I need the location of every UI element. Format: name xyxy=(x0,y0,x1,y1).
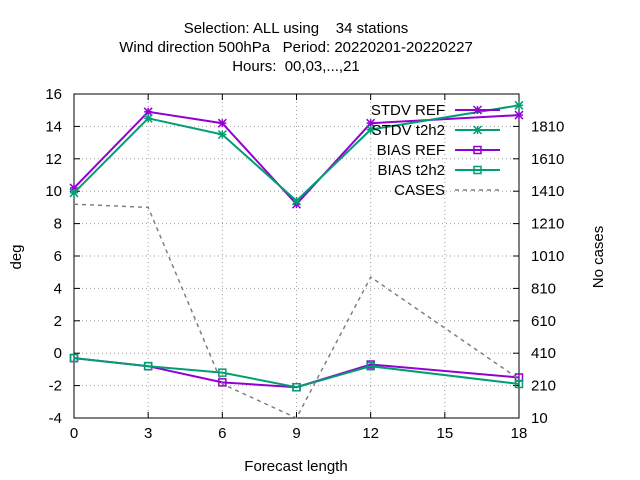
marker-stroke xyxy=(366,125,376,135)
data-point xyxy=(217,129,227,140)
chart-title-line-2: Wind direction 500hPa Period: 20220201-2… xyxy=(119,39,473,56)
y2-tick-label: 1410 xyxy=(531,183,564,200)
legend-marker xyxy=(472,125,483,135)
marker-stroke xyxy=(143,107,153,117)
marker-stroke xyxy=(217,118,227,128)
data-point xyxy=(218,378,227,387)
y2-tick-label: 810 xyxy=(531,280,556,297)
legend-label: CASES xyxy=(394,182,445,199)
y2-tick-label: 610 xyxy=(531,313,556,330)
data-point xyxy=(514,379,524,389)
y2-tick-label: 410 xyxy=(531,345,556,362)
x-tick-label: 6 xyxy=(218,425,226,442)
data-point xyxy=(514,100,524,110)
data-point xyxy=(366,125,376,135)
marker-stroke xyxy=(366,118,376,128)
grid xyxy=(74,94,519,418)
y-tick-label: 4 xyxy=(54,280,62,297)
data-point xyxy=(291,196,302,206)
x-tick-label: 15 xyxy=(436,425,453,442)
y-tick-label: 6 xyxy=(54,248,62,265)
y-tick-label: 14 xyxy=(45,118,62,135)
data-point xyxy=(69,188,79,198)
legend-label: STDV t2h2 xyxy=(372,122,445,139)
data-point xyxy=(143,113,153,123)
x-tick-label: 12 xyxy=(362,425,379,442)
marker-stroke xyxy=(291,196,302,206)
marker-stroke xyxy=(217,129,227,140)
data-point xyxy=(292,382,301,392)
marker-stroke xyxy=(472,105,483,115)
y-tick-label: 2 xyxy=(54,313,62,330)
data-point xyxy=(366,361,375,371)
legend-marker xyxy=(473,165,482,175)
series-line-stdv-ref xyxy=(73,110,520,206)
marker-stroke xyxy=(69,188,79,198)
legend: STDV REF STDV t2h2 BIAS REF BIAS t2h2 CASES xyxy=(371,102,500,199)
chart-title: Selection: ALL using 34 stations Wind di… xyxy=(119,20,473,75)
data-point xyxy=(514,110,524,120)
y2-tick-label: 1810 xyxy=(531,118,564,135)
data-point xyxy=(218,368,227,377)
y-tick-label: 0 xyxy=(54,345,62,362)
marker-stroke xyxy=(143,113,153,123)
series-line-stdv-t2h2 xyxy=(73,104,520,203)
x-tick-label: 0 xyxy=(70,425,78,442)
y-tick-label: 8 xyxy=(54,216,62,233)
series-line-bias-t2h2 xyxy=(73,357,520,389)
axes: 0 3 6 9 12 15 18-4-202468101214161021041061081… xyxy=(45,86,564,442)
x-axis-label: Forecast length xyxy=(244,458,347,475)
legend-marker xyxy=(473,145,482,155)
chart-title-line-3: Hours: 00,03,...,21 xyxy=(232,58,360,75)
data-point xyxy=(366,118,376,128)
x-tick-label: 18 xyxy=(511,425,528,442)
y2-tick-label: 1010 xyxy=(531,248,564,265)
y-tick-label: 16 xyxy=(45,86,62,103)
marker-stroke xyxy=(472,125,483,135)
legend-marker xyxy=(472,105,483,115)
legend-label: BIAS t2h2 xyxy=(377,162,445,179)
y-tick-label: -2 xyxy=(49,378,62,395)
y2-tick-label: 210 xyxy=(531,378,556,395)
legend-label: BIAS REF xyxy=(377,142,445,159)
marker-stroke xyxy=(514,110,524,120)
y-axis-label: deg xyxy=(8,244,25,269)
data-point xyxy=(143,361,153,371)
data-point xyxy=(217,118,227,128)
marker-stroke xyxy=(514,100,524,110)
legend-label: STDV REF xyxy=(371,102,445,119)
y2-axis-label: No cases xyxy=(590,226,607,289)
y-tick-label: 12 xyxy=(45,151,62,168)
y2-tick-label: 10 xyxy=(531,410,548,427)
chart-title-line-1: Selection: ALL using 34 stations xyxy=(184,20,409,37)
data-point xyxy=(69,353,79,363)
plot-area xyxy=(69,100,524,419)
y2-tick-label: 1610 xyxy=(531,151,564,168)
series-line-cases xyxy=(73,203,520,419)
x-tick-label: 3 xyxy=(144,425,152,442)
y-tick-label: -4 xyxy=(49,410,62,427)
y-tick-label: 10 xyxy=(45,183,62,200)
x-tick-label: 9 xyxy=(292,425,300,442)
y2-tick-label: 1210 xyxy=(531,216,564,233)
